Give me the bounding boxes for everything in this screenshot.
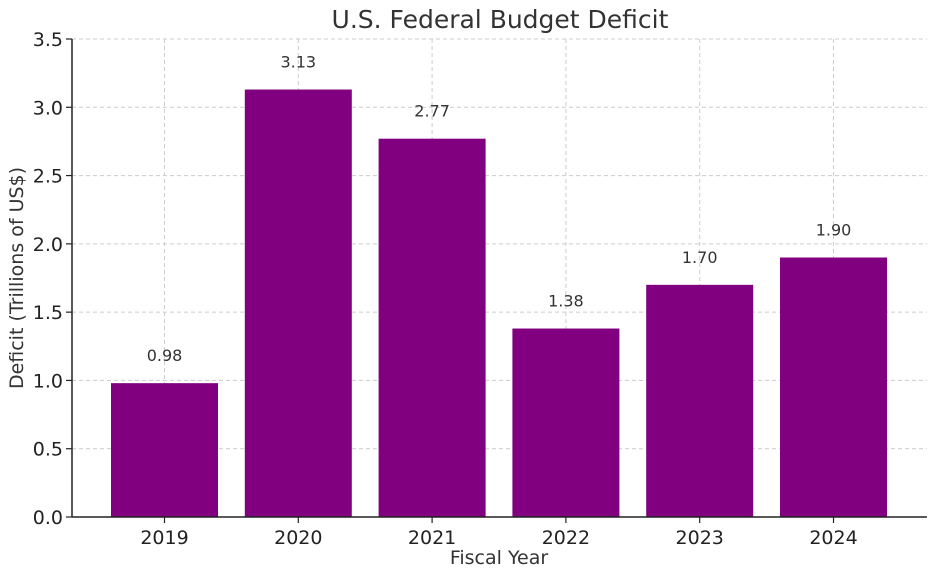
y-tick-label: 3.0 bbox=[33, 97, 63, 119]
y-axis-label: Deficit (Trillions of US$) bbox=[6, 167, 28, 389]
x-tick-label: 2022 bbox=[542, 527, 590, 549]
bar-2022 bbox=[512, 328, 620, 517]
y-tick-label: 0.0 bbox=[33, 507, 63, 529]
bar-value-label: 1.70 bbox=[682, 248, 718, 267]
bar-2021 bbox=[378, 138, 486, 517]
bar-2020 bbox=[244, 89, 352, 517]
x-axis-label: Fiscal Year bbox=[450, 547, 549, 569]
y-tick-label: 0.5 bbox=[33, 439, 63, 461]
bar-value-label: 3.13 bbox=[280, 53, 316, 72]
x-tick-label: 2023 bbox=[676, 527, 724, 549]
y-tick-label: 2.5 bbox=[33, 166, 63, 188]
bar-value-label: 0.98 bbox=[147, 346, 183, 365]
chart-title: U.S. Federal Budget Deficit bbox=[332, 5, 669, 34]
x-tick-label: 2020 bbox=[274, 527, 322, 549]
bar-value-label: 1.90 bbox=[816, 221, 852, 240]
y-tick-label: 1.0 bbox=[33, 370, 63, 392]
x-tick-label: 2021 bbox=[408, 527, 456, 549]
x-axis-ticks: 2019 2020 2021 2022 2023 2024 bbox=[140, 517, 858, 549]
bar-2023 bbox=[646, 284, 754, 517]
bar-value-label: 1.38 bbox=[548, 292, 584, 311]
bars bbox=[111, 89, 887, 517]
y-tick-label: 3.5 bbox=[33, 29, 63, 51]
x-tick-label: 2019 bbox=[140, 527, 188, 549]
y-axis-ticks: 0.0 0.5 1.0 1.5 2.0 2.5 3.0 3.5 bbox=[33, 29, 72, 529]
x-tick-label: 2024 bbox=[809, 527, 857, 549]
value-labels: 0.98 3.13 2.77 1.38 1.70 1.90 bbox=[147, 53, 852, 366]
bar-2019 bbox=[111, 383, 218, 517]
axes bbox=[71, 39, 927, 518]
grid bbox=[72, 38, 927, 518]
bar-value-label: 2.77 bbox=[414, 102, 450, 121]
y-tick-label: 1.5 bbox=[33, 302, 63, 324]
y-tick-label: 2.0 bbox=[33, 234, 63, 256]
bar-2024 bbox=[780, 257, 887, 517]
